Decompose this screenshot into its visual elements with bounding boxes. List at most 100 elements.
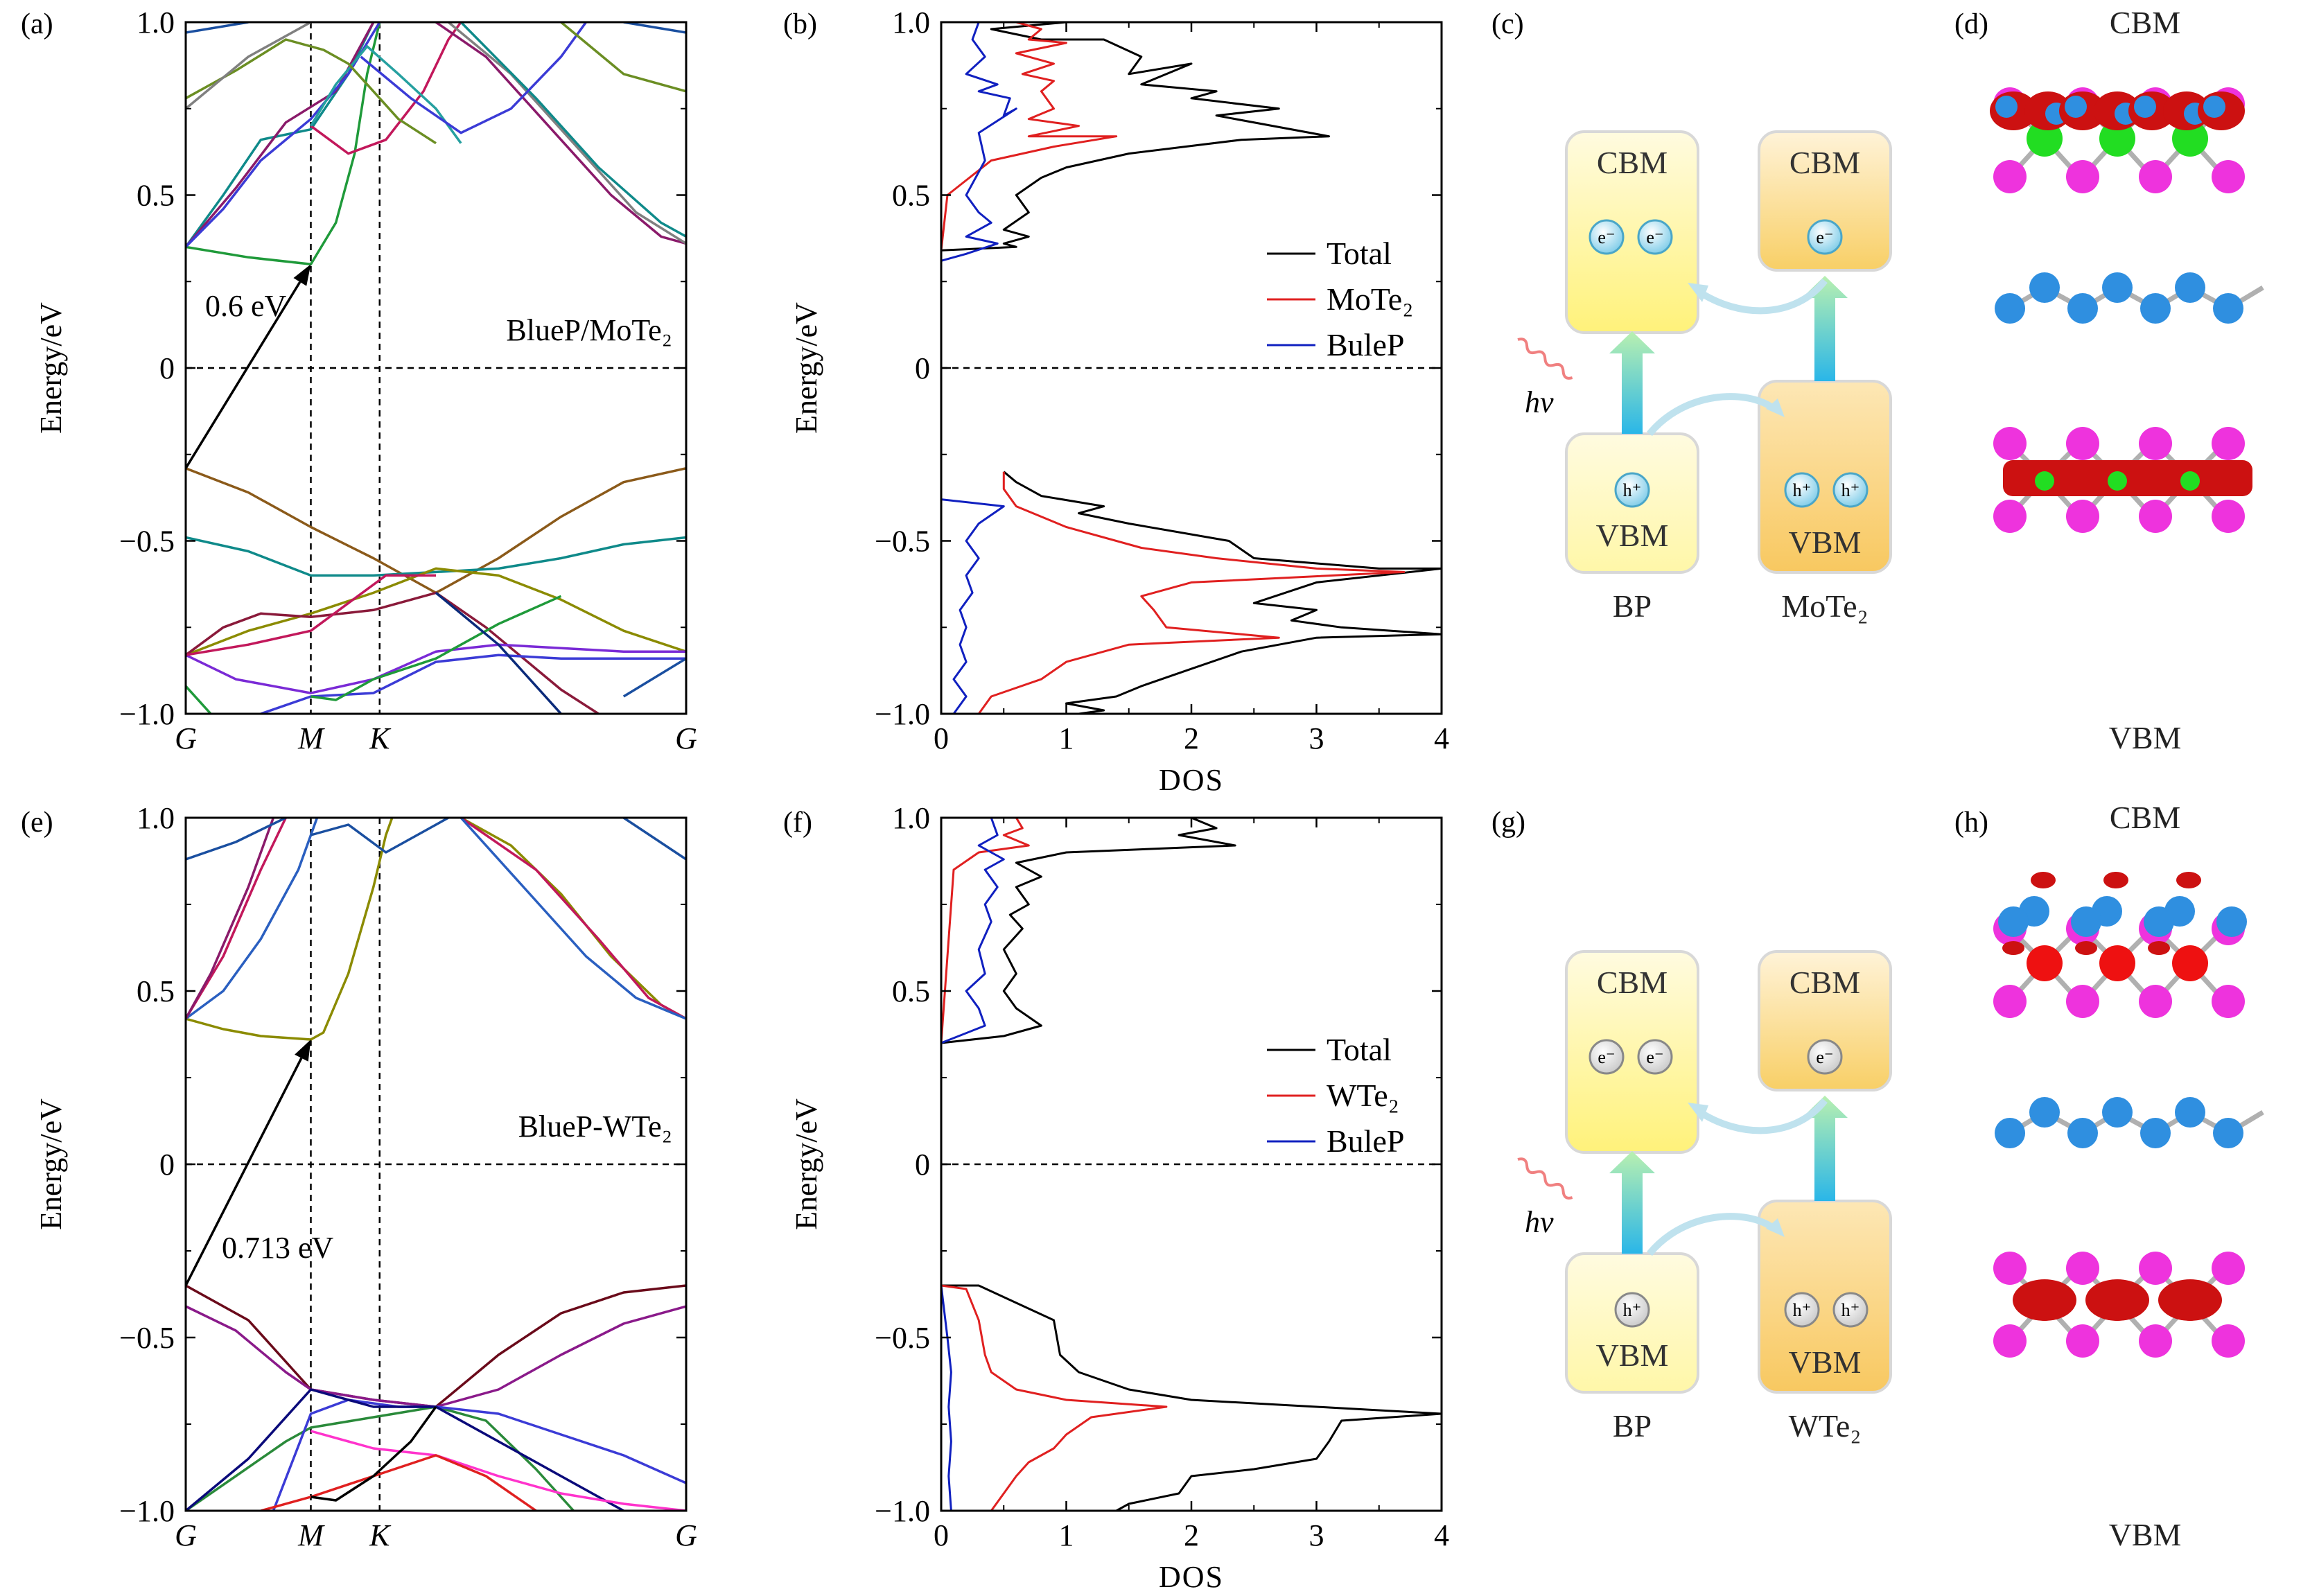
te-atom	[2212, 160, 2245, 193]
cbm-label: CBM	[2110, 5, 2180, 40]
te-atom	[2212, 427, 2245, 460]
electron-transfer-arrow	[1696, 1098, 1828, 1134]
y-tick-label: −0.5	[875, 525, 930, 559]
phosphorus-atom	[2216, 906, 2247, 937]
y-tick-label: 0.5	[892, 179, 930, 213]
phosphorus-atom	[2203, 96, 2225, 118]
metal-atom	[2099, 121, 2135, 157]
te-atom	[2066, 500, 2099, 533]
te-atom	[1993, 160, 2027, 193]
series-line	[941, 22, 1442, 262]
series-line	[310, 595, 562, 701]
electron-symbol: e⁻	[1646, 227, 1663, 247]
series-line	[186, 22, 381, 266]
band-gap-arrowhead	[295, 1040, 311, 1062]
phosphorus-atom	[2213, 1118, 2243, 1148]
electron-symbol: e⁻	[1816, 227, 1833, 247]
panel-label-g: (g)	[1491, 807, 1525, 839]
y-tick-label: 0	[915, 351, 930, 385]
series-line	[310, 1405, 437, 1502]
te-atom	[1993, 427, 2027, 460]
y-tick-label: 0	[159, 1148, 175, 1182]
y-axis-label: Energy/eV	[789, 1098, 823, 1230]
k-point-label: K	[369, 721, 392, 755]
te-atom	[1993, 500, 2027, 533]
te-atom	[2066, 985, 2099, 1018]
te-atom	[2212, 500, 2245, 533]
series-line	[186, 1284, 686, 1408]
series-line	[186, 574, 436, 656]
x-axis-label: DOS	[1159, 1560, 1224, 1594]
band-alignment-schematic-c: CBM CBM VBM VBM e⁻ e⁻ e⁻ h⁺ h⁺ h⁺ hv BP …	[1517, 130, 1892, 624]
charge-density-blob	[2085, 1279, 2149, 1321]
te-atom	[2066, 1324, 2099, 1358]
y-tick-label: −1.0	[119, 697, 175, 731]
electron-symbol: e⁻	[1646, 1047, 1663, 1067]
metal-atom	[2099, 945, 2135, 981]
dos-chart-b: −1.0 −0.5 0 0.5 1.0 0 1 2 3 4 DOS Energy/eV Total MoT…	[789, 6, 1449, 797]
series-line	[447, 22, 686, 245]
system-label: BlueP-WTe₂	[518, 1110, 672, 1143]
phosphorus-atom	[2065, 96, 2087, 118]
series-line	[186, 466, 686, 595]
series-line	[186, 643, 686, 694]
te-atom	[1993, 1252, 2027, 1285]
mote2-vbm-label: VBM	[1789, 525, 1862, 560]
phosphorus-atom	[2213, 293, 2243, 324]
electron-ball	[1637, 219, 1673, 255]
y-tick-label: −1.0	[875, 697, 930, 731]
x-tick-label: 1	[1059, 1518, 1074, 1552]
te-atom	[1993, 1324, 2027, 1358]
y-tick-label: 1.0	[892, 6, 930, 40]
x-tick-label: 3	[1309, 721, 1324, 755]
charge-density-blob	[2013, 1279, 2076, 1321]
series-line	[941, 498, 1005, 714]
series-line	[360, 22, 588, 134]
k-point-label: M	[297, 1518, 325, 1552]
series-line	[186, 22, 249, 34]
x-tick-label: 0	[934, 1518, 949, 1552]
te-atom	[2066, 1252, 2099, 1285]
phosphorus-atom	[2071, 906, 2101, 937]
charge-density-blob	[2158, 1279, 2222, 1321]
bp-cbm-label: CBM	[1597, 965, 1668, 1000]
y-tick-label: 1.0	[137, 6, 175, 40]
legend-label: Total	[1327, 236, 1392, 271]
y-tick-label: 1.0	[892, 801, 930, 835]
panel-label-f: (f)	[783, 807, 812, 839]
k-point-label: K	[369, 1518, 392, 1552]
hole-symbol: h⁺	[1793, 480, 1812, 500]
series-line	[622, 657, 686, 698]
electron-transfer-arrowhead	[1688, 283, 1708, 302]
series-line	[272, 1398, 686, 1511]
legend-label: Total	[1327, 1032, 1392, 1067]
series-line	[560, 22, 686, 93]
phosphorus-atom	[1998, 906, 2029, 937]
charge-density-blob	[2075, 941, 2097, 955]
series-line	[622, 818, 686, 861]
charge-density-blob	[2176, 872, 2201, 888]
series-line	[435, 22, 686, 245]
series-line	[310, 1430, 686, 1511]
charge-density-blob	[2148, 941, 2170, 955]
hole-ball	[1832, 1292, 1869, 1328]
series-line	[941, 1285, 952, 1511]
phosphorus-atom	[2067, 1118, 2098, 1148]
x-tick-label: 0	[934, 721, 949, 755]
band-alignment-schematic-g: CBM CBM VBM VBM e⁻ e⁻ e⁻ h⁺ h⁺ h⁺ hv BP …	[1517, 950, 1892, 1444]
y-tick-label: 0	[915, 1148, 930, 1182]
series-line	[435, 592, 562, 714]
mote2-cbm-label: CBM	[1789, 145, 1860, 180]
x-axis-label: DOS	[1159, 763, 1224, 797]
photon-wave-icon	[1517, 337, 1573, 380]
wte2-material-label: WTe₂	[1789, 1408, 1862, 1444]
phosphorus-atom	[2067, 293, 2098, 324]
phosphorus-atom	[2175, 272, 2205, 303]
phosphorus-atom	[2029, 272, 2060, 303]
band-gap-arrow	[184, 1057, 303, 1286]
excitation-arrow-left	[1609, 331, 1655, 434]
series-line	[941, 22, 1442, 251]
charge-density-blob	[2002, 941, 2024, 955]
y-tick-label: −0.5	[875, 1321, 930, 1355]
y-tick-label: 0.5	[137, 179, 175, 213]
